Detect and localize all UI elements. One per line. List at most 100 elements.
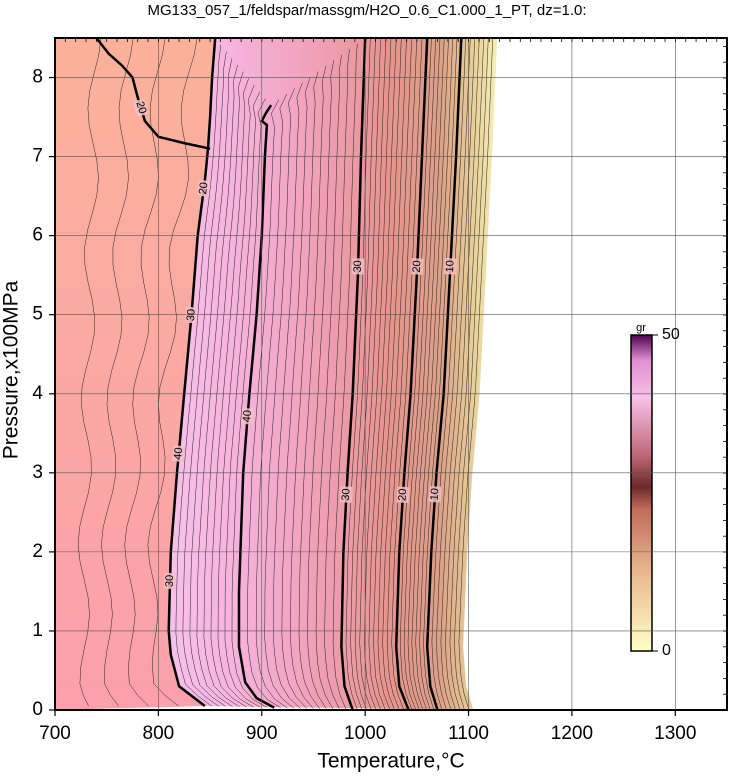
contour-label: 20 xyxy=(411,260,424,273)
minor-contour xyxy=(415,38,449,710)
x-tick-label: 1100 xyxy=(448,723,489,744)
minor-contour xyxy=(436,38,471,710)
minor-contour xyxy=(203,71,244,708)
contour-label-bg xyxy=(132,98,149,118)
minor-contour xyxy=(175,44,222,707)
minor-contour xyxy=(449,38,485,710)
minor-contour xyxy=(298,65,327,710)
contour-label: 10 xyxy=(444,260,457,273)
contour-label-bg xyxy=(410,258,424,275)
contour-label-bg xyxy=(163,572,177,590)
minor-contour xyxy=(407,38,441,710)
minor-contour xyxy=(377,38,407,710)
minor-contour xyxy=(77,38,102,707)
minor-contour xyxy=(411,38,445,710)
contour-label-bg xyxy=(171,445,186,463)
minor-contour xyxy=(217,84,255,708)
contour-line xyxy=(237,104,275,709)
contour-label: 40 xyxy=(172,447,185,460)
minor-contour xyxy=(281,77,311,709)
minor-contour xyxy=(196,64,238,707)
contour-label: 20 xyxy=(396,488,409,501)
minor-contour xyxy=(403,38,436,710)
x-tick-label: 700 xyxy=(39,723,71,744)
minor-contour xyxy=(454,38,489,710)
minor-contour xyxy=(264,88,295,709)
minor-contour xyxy=(210,78,249,708)
minor-contour xyxy=(386,38,418,710)
colorbar-label: gr xyxy=(636,322,646,334)
y-tick-label: 2 xyxy=(32,541,43,562)
minor-contour xyxy=(273,82,303,709)
contour-label-bg xyxy=(184,306,199,324)
x-tick-label: 1300 xyxy=(654,723,696,744)
minor-contour xyxy=(147,38,198,707)
y-tick-label: 5 xyxy=(32,304,43,325)
contour-label: 30 xyxy=(164,575,176,588)
minor-contour xyxy=(382,38,412,710)
x-tick-label: 1200 xyxy=(551,723,593,744)
minor-contour xyxy=(182,51,227,707)
minor-contour xyxy=(101,38,134,707)
chart-title: MG133_057_1/feldspar/massgm/H2O_0.6_C1.0… xyxy=(147,2,586,19)
minor-contour xyxy=(368,38,397,710)
contour-label-bg xyxy=(396,486,410,504)
y-tick-label: 4 xyxy=(32,383,43,404)
minor-contour xyxy=(391,38,423,710)
y-tick-label: 7 xyxy=(32,146,43,167)
y-tick-label: 8 xyxy=(32,67,43,88)
minor-contour xyxy=(290,71,319,709)
minor-contour xyxy=(445,38,480,710)
y-axis-label: Pressure,x100MPa xyxy=(0,280,23,459)
minor-contour xyxy=(419,38,454,710)
y-tick-label: 3 xyxy=(32,462,43,483)
contour-label-bg xyxy=(351,258,365,275)
minor-contour xyxy=(373,38,402,710)
minor-contour xyxy=(307,60,335,710)
minor-contour xyxy=(324,49,350,710)
contour-label-bg xyxy=(443,258,457,275)
field-right xyxy=(168,38,727,710)
contour-line xyxy=(95,38,211,150)
minor-contour xyxy=(350,38,376,710)
minor-contour xyxy=(458,38,494,710)
plot-frame xyxy=(54,37,728,711)
x-tick-label: 800 xyxy=(143,723,175,744)
minor-contour xyxy=(431,38,467,710)
contour-label-bg xyxy=(339,486,353,503)
colorbar xyxy=(630,334,653,652)
field xyxy=(55,38,727,710)
contour-label: 20 xyxy=(197,182,210,196)
x-axis-label: Temperature,°C xyxy=(317,750,464,773)
minor-contour xyxy=(399,38,432,710)
minor-contour xyxy=(247,99,281,709)
contour-label: 30 xyxy=(340,488,353,501)
y-tick-label: 0 xyxy=(32,699,43,720)
minor-contour xyxy=(189,58,233,707)
y-tick-label: 6 xyxy=(32,225,43,246)
contour-label-bg xyxy=(196,179,211,197)
minor-contour xyxy=(315,54,342,710)
contour-label-bg xyxy=(428,485,442,503)
field-right-cover xyxy=(463,38,727,710)
minor-contour xyxy=(359,38,387,710)
colorbar-tick-label: 0 xyxy=(662,642,671,659)
contour-label: 20 xyxy=(133,100,148,115)
y-tick-label: 1 xyxy=(32,620,43,641)
contour-label: 30 xyxy=(185,308,198,321)
minor-contour xyxy=(231,98,268,708)
minor-contour xyxy=(255,93,288,709)
contour-label: 40 xyxy=(241,410,254,423)
minor-contour xyxy=(332,43,358,710)
x-tick-label: 900 xyxy=(246,723,278,744)
colorbar-tick-label: 50 xyxy=(662,326,680,343)
minor-contour xyxy=(124,38,166,707)
minor-contour xyxy=(440,38,476,710)
contour-label-bg xyxy=(240,407,255,425)
axes: 700 800 900 1000 1100 1200 1300 0 1 2 3 4 5 6 7 8 xyxy=(32,38,727,744)
contour-label: 30 xyxy=(352,260,364,273)
minor-contour xyxy=(354,38,381,710)
minor-contour xyxy=(423,38,458,710)
minor-contour xyxy=(345,38,371,710)
